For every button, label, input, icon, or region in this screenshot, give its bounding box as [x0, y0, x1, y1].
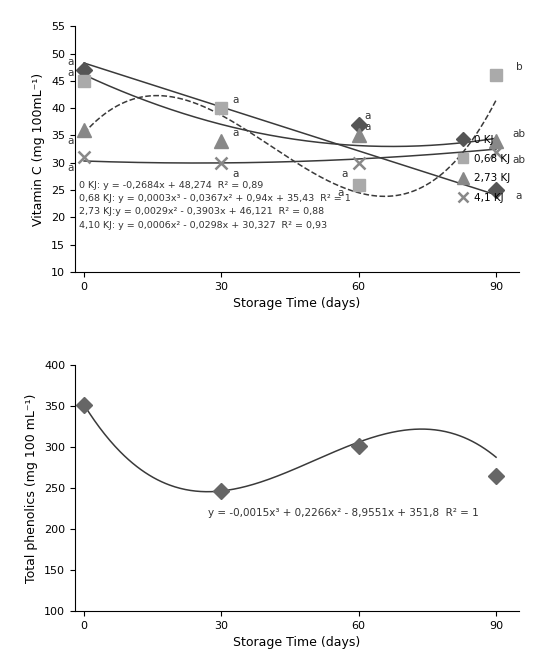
- Text: a: a: [67, 163, 73, 173]
- Text: a: a: [337, 188, 343, 198]
- 0 KJ: [81, 66, 87, 74]
- 2,73 KJ: [493, 137, 499, 145]
- 0,68 KJ: [493, 72, 499, 79]
- Line: 0 KJ: 0 KJ: [79, 64, 502, 196]
- Legend: 0 KJ, 0,68 KJ, 2,73 KJ, 4,1 KJ: 0 KJ, 0,68 KJ, 2,73 KJ, 4,1 KJ: [454, 131, 514, 206]
- Text: a: a: [365, 112, 371, 122]
- Text: ab: ab: [513, 155, 525, 165]
- Text: a: a: [232, 169, 238, 179]
- 2,73 KJ: [81, 126, 87, 134]
- Text: b: b: [516, 62, 522, 72]
- X-axis label: Storage Time (days): Storage Time (days): [233, 297, 361, 310]
- X-axis label: Storage Time (days): Storage Time (days): [233, 636, 361, 649]
- Text: a: a: [67, 68, 73, 78]
- Text: y = -0,0015x³ + 0,2266x² - 8,9551x + 351,8  R² = 1: y = -0,0015x³ + 0,2266x² - 8,9551x + 351…: [208, 508, 479, 518]
- 0 KJ: [493, 186, 499, 194]
- 4,1 KJ: [356, 159, 362, 167]
- Text: a: a: [516, 191, 522, 200]
- 2,73 KJ: [356, 131, 362, 139]
- 4,1 KJ: [81, 153, 87, 161]
- Text: a: a: [365, 122, 371, 132]
- 0,68 KJ: [218, 104, 225, 112]
- Text: 0 KJ: y = -0,2684x + 48,274  R² = 0,89
0,68 KJ: y = 0,0003x³ - 0,0367x² + 0,94x : 0 KJ: y = -0,2684x + 48,274 R² = 0,89 0,…: [79, 181, 351, 230]
- 0 KJ: [356, 121, 362, 129]
- 4,1 KJ: [218, 159, 225, 167]
- Line: 4,1 KJ: 4,1 KJ: [78, 146, 502, 169]
- Y-axis label: Vitamin C (mg 100mL⁻¹): Vitamin C (mg 100mL⁻¹): [33, 72, 45, 226]
- 0,68 KJ: [81, 77, 87, 85]
- Text: a: a: [232, 95, 238, 105]
- Text: a: a: [67, 136, 73, 146]
- 2,73 KJ: [218, 137, 225, 145]
- Y-axis label: Total phenolics (mg 100 mL⁻¹): Total phenolics (mg 100 mL⁻¹): [26, 394, 39, 583]
- Line: 0,68 KJ: 0,68 KJ: [79, 70, 502, 190]
- 0,68 KJ: [356, 181, 362, 189]
- Line: 2,73 KJ: 2,73 KJ: [77, 123, 503, 148]
- Text: ab: ab: [513, 129, 525, 139]
- Text: a: a: [67, 57, 73, 67]
- Text: a: a: [342, 169, 348, 179]
- 4,1 KJ: [493, 148, 499, 156]
- Text: a: a: [232, 127, 238, 138]
